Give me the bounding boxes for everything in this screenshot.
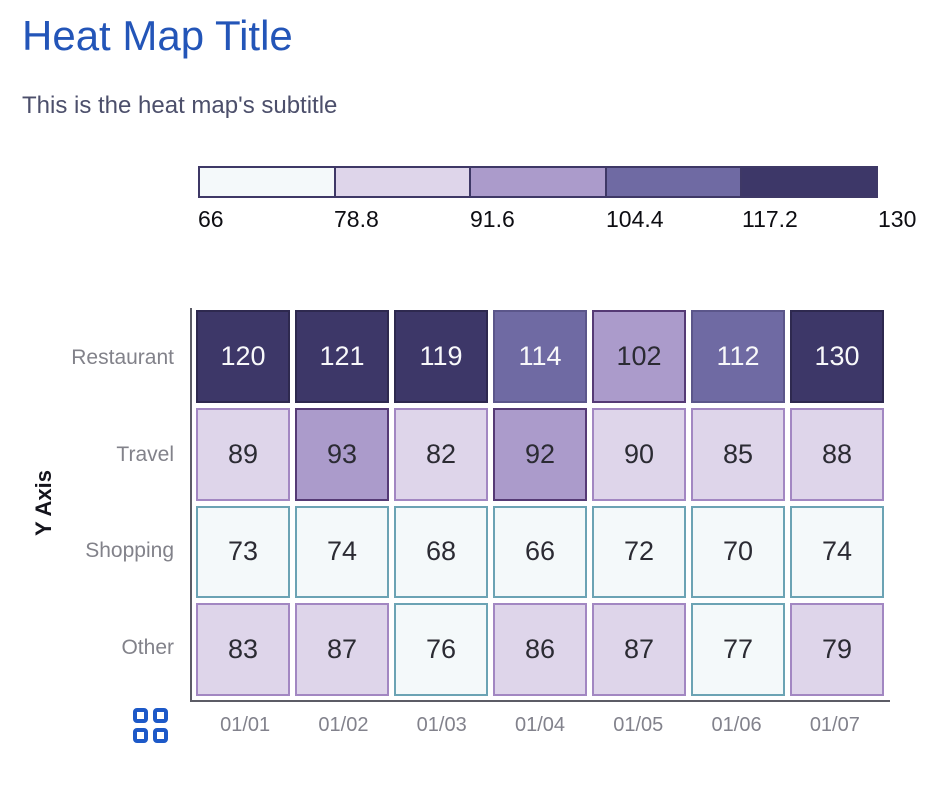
legend-bar [198,166,878,198]
legend-labels: 66 78.8 91.6 104.4 117.2 130 [198,206,916,236]
heatmap-cell[interactable]: 74 [790,505,884,599]
heatmap-cell[interactable]: 114 [493,310,587,403]
y-category-label: Shopping [85,539,174,563]
y-category-label: Other [121,635,174,659]
heatmap-cell[interactable]: 89 [196,407,290,501]
grid-icon-square [133,708,148,723]
legend-stop-label: 130 [878,206,917,232]
y-category-label: Restaurant [71,346,174,370]
heatmap-cell[interactable]: 130 [790,310,884,403]
heatmap-cell[interactable]: 88 [790,407,884,501]
heatmap-cell[interactable]: 70 [691,505,785,599]
heatmap-cell[interactable]: 66 [493,505,587,599]
grid-icon-square [153,708,168,723]
legend-stop-label: 117.2 [742,206,798,232]
x-tick-label: 01/03 [416,714,467,736]
chart-subtitle: This is the heat map's subtitle [22,92,338,119]
heatmap-cell[interactable]: 68 [394,505,488,599]
legend-segment [606,168,743,196]
grid-icon-square [153,728,168,743]
x-tick-label: 01/05 [613,714,664,736]
heatmap-cell[interactable]: 72 [592,505,686,599]
heatmap-cell[interactable]: 74 [295,505,389,599]
y-category-labels: Restaurant Travel Shopping Other [0,310,174,696]
legend-segment [200,168,336,196]
x-axis-labels: 01/01 01/02 01/03 01/04 01/05 01/06 01/07 [196,714,884,737]
axis-lines [190,308,890,702]
heatmap-cell[interactable]: 82 [394,407,488,501]
heatmap-cell[interactable]: 90 [592,407,686,501]
heatmap-cell[interactable]: 86 [493,603,587,696]
heatmap-cell[interactable]: 120 [196,310,290,403]
legend-stop-label: 66 [198,206,224,232]
heatmap-cell[interactable]: 77 [691,603,785,696]
heatmap-cell[interactable]: 87 [592,603,686,696]
x-tick-label: 01/01 [220,714,271,736]
heatmap-cell[interactable]: 119 [394,310,488,403]
legend-segment [335,168,472,196]
page-title: Heat Map Title [22,12,293,59]
x-tick-label: 01/06 [711,714,762,736]
heatmap-cell[interactable]: 73 [196,505,290,599]
heatmap-cell[interactable]: 102 [592,310,686,403]
heatmap-cell[interactable]: 76 [394,603,488,696]
legend-stop-label: 104.4 [606,206,664,232]
heatmap-grid: 120 121 119 114 102 112 130 89 93 82 92 90 85 88 73 74 6… [196,310,884,696]
heatmap-cell[interactable]: 93 [295,407,389,501]
grid-icon[interactable] [133,708,169,744]
heatmap-cell[interactable]: 85 [691,407,785,501]
heatmap-plot: Y Axis Restaurant Travel Shopping Other 120… [0,308,942,768]
heatmap-cell[interactable]: 92 [493,407,587,501]
color-legend: 66 78.8 91.6 104.4 117.2 130 [198,166,916,236]
x-tick-label: 01/02 [318,714,369,736]
heatmap-cell[interactable]: 83 [196,603,290,696]
heatmap-cell[interactable]: 121 [295,310,389,403]
grid-icon-square [133,728,148,743]
legend-stop-label: 78.8 [334,206,379,232]
heatmap-cell[interactable]: 112 [691,310,785,403]
legend-segment [742,168,876,196]
heatmap-cell[interactable]: 87 [295,603,389,696]
x-tick-label: 01/04 [514,714,566,736]
y-category-label: Travel [116,442,174,466]
heatmap-cell[interactable]: 79 [790,603,884,696]
legend-segment [471,168,607,196]
x-tick-label: 01/07 [809,714,860,736]
legend-stop-label: 91.6 [470,206,515,232]
